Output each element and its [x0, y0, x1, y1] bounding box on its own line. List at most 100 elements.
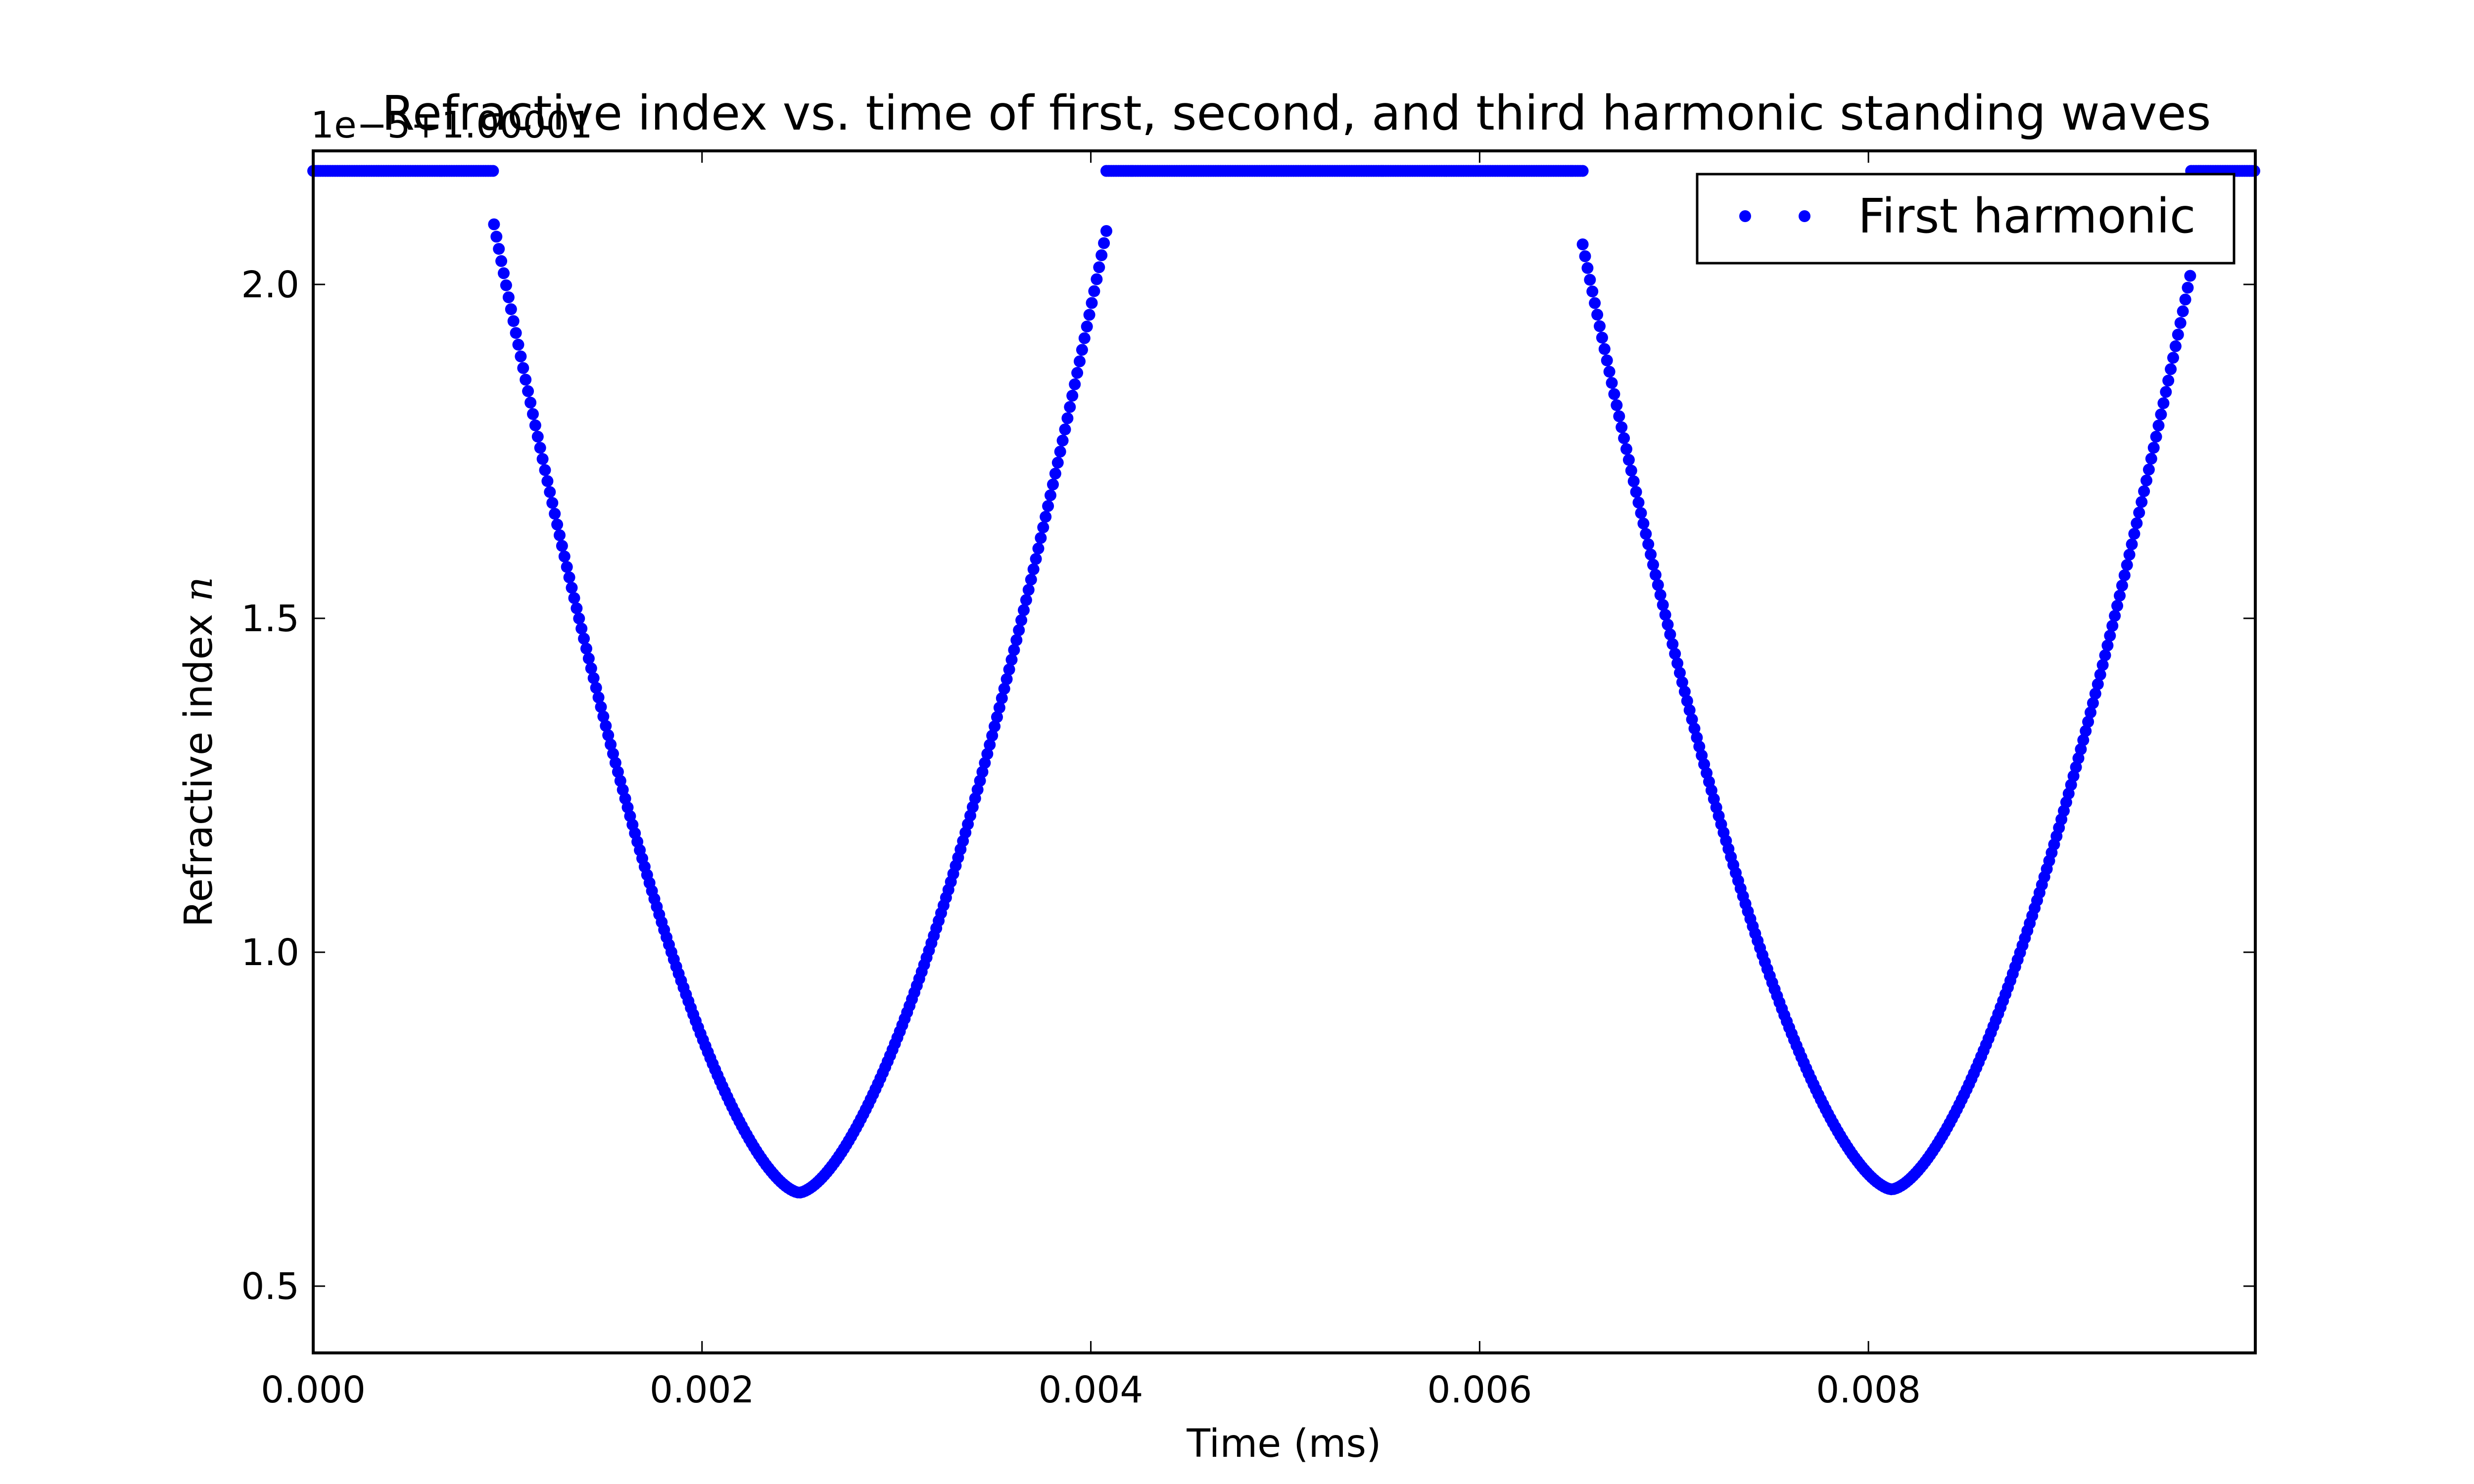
data-point — [2121, 559, 2133, 571]
data-point — [556, 540, 568, 552]
data-point — [585, 662, 597, 675]
data-point — [2109, 609, 2121, 622]
x-tick-label: 0.008 — [1816, 1369, 1921, 1411]
data-point — [1086, 297, 1098, 309]
x-tick-label: 0.002 — [650, 1369, 755, 1411]
data-point — [510, 327, 522, 339]
y-offset-label: 1e−5+1.00001 — [311, 104, 593, 146]
data-point — [502, 291, 515, 303]
data-point — [2145, 453, 2157, 465]
y-tick-label: 1.5 — [241, 598, 299, 640]
data-point — [1598, 343, 1611, 355]
data-point — [1645, 548, 1657, 560]
data-point — [554, 529, 566, 541]
data-point — [520, 373, 532, 386]
data-point — [1093, 261, 1105, 274]
data-point — [1049, 467, 1061, 480]
data-point — [544, 486, 556, 498]
data-point — [495, 255, 508, 267]
data-point — [1074, 355, 1086, 368]
data-point — [2126, 538, 2138, 551]
data-point — [1647, 558, 1659, 571]
data-point — [2101, 639, 2114, 651]
data-point — [527, 408, 539, 420]
data-point — [1676, 676, 1688, 689]
x-axis-label: Time (ms) — [1186, 1422, 1381, 1466]
data-point — [522, 385, 534, 397]
data-point — [558, 550, 571, 562]
data-point — [587, 672, 600, 684]
data-point — [2104, 630, 2116, 642]
data-point — [1649, 569, 1662, 581]
data-point — [1066, 389, 1079, 402]
data-point — [2094, 668, 2106, 681]
data-point — [2080, 725, 2092, 737]
data-point — [2138, 485, 2150, 498]
data-point — [979, 757, 991, 769]
data-point — [1671, 657, 1684, 669]
data-point — [600, 720, 612, 732]
data-point — [2150, 430, 2162, 443]
data-point — [1601, 354, 1613, 367]
data-point — [2111, 600, 2123, 612]
data-point — [1618, 432, 1630, 444]
data-point — [534, 442, 546, 454]
data-point — [1051, 457, 1064, 469]
data-point — [1674, 667, 1686, 679]
data-point — [1627, 475, 1640, 487]
legend-marker — [1799, 210, 1810, 222]
data-point — [1640, 528, 1652, 540]
y-axis-label-variable: n — [177, 577, 221, 602]
data-point — [1589, 297, 1601, 309]
data-point — [993, 701, 1005, 714]
data-point — [1025, 573, 1037, 586]
data-point — [517, 362, 529, 374]
data-point — [1613, 410, 1625, 422]
data-point — [1076, 344, 1088, 356]
data-point — [1045, 489, 1056, 502]
data-point — [2184, 270, 2196, 282]
data-point — [1000, 673, 1013, 685]
data-point — [2114, 590, 2126, 602]
data-point — [1581, 262, 1594, 274]
data-point — [996, 692, 1008, 704]
data-point — [1652, 579, 1664, 591]
data-point — [1030, 553, 1042, 565]
data-point — [1071, 367, 1084, 379]
data-point — [490, 231, 503, 243]
data-point — [1042, 500, 1054, 512]
data-point — [500, 279, 512, 291]
data-point — [561, 561, 573, 573]
data-point — [1688, 722, 1701, 735]
data-point — [2070, 761, 2082, 773]
data-point — [2141, 474, 2152, 487]
data-point — [546, 497, 559, 509]
data-point — [2092, 678, 2104, 691]
data-point — [1659, 608, 1671, 621]
data-point — [607, 747, 619, 760]
data-point — [1632, 496, 1645, 509]
data-point — [592, 691, 605, 703]
data-point — [487, 165, 499, 177]
data-point — [612, 766, 624, 778]
data-point — [1611, 399, 1623, 412]
data-point — [1586, 285, 1599, 298]
data-point — [2128, 528, 2141, 540]
data-point — [2152, 419, 2165, 432]
data-point — [1630, 486, 1642, 498]
data-point — [1584, 274, 1596, 286]
data-point — [1642, 538, 1655, 551]
data-point — [1654, 589, 1666, 601]
data-point — [571, 602, 583, 614]
data-point — [2085, 706, 2096, 719]
data-point — [1603, 366, 1616, 378]
data-point — [563, 571, 575, 584]
data-point — [1620, 443, 1632, 455]
data-point — [505, 303, 517, 316]
data-point — [1054, 446, 1066, 458]
data-point — [602, 729, 615, 742]
data-points-layer — [307, 165, 2260, 1199]
data-point — [529, 419, 541, 431]
data-point — [1027, 563, 1040, 575]
